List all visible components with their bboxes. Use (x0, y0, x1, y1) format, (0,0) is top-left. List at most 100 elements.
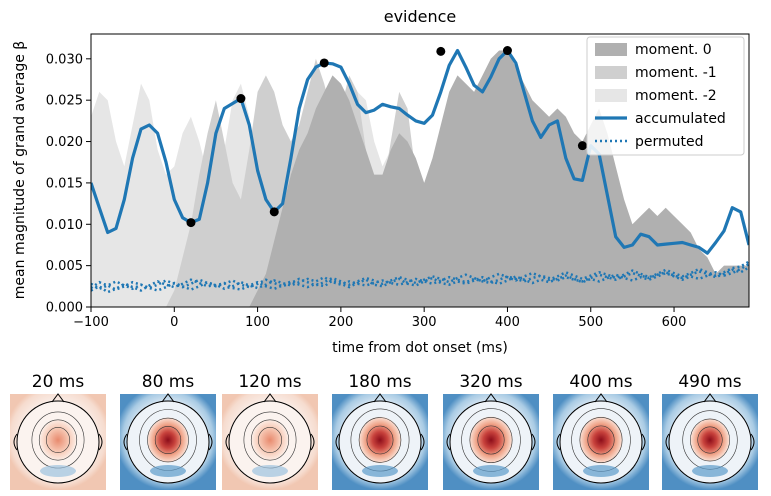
topomap-1 (120, 393, 216, 490)
left-ear (13, 433, 18, 451)
x-tick-label: −100 (73, 315, 109, 330)
peak-marker-2 (269, 207, 279, 217)
topomap-label-6: 490 ms (678, 372, 742, 392)
peak-markers (186, 46, 587, 228)
axes: −100 0 100 200 300 400 500 600 0.000 0.005 0.010 0.… (46, 33, 750, 330)
topomap-2 (222, 393, 318, 490)
contour-line (147, 417, 189, 463)
posterior-patch (252, 465, 288, 477)
topomap-row (10, 393, 758, 490)
activation-blob (358, 416, 402, 464)
chart-title: evidence (384, 7, 457, 26)
plot-area (91, 48, 749, 307)
y-tick-label: 0.005 (46, 259, 83, 274)
right-ear (641, 433, 646, 451)
y-axis-label: mean magnitude of grand average β (12, 41, 28, 299)
contour-line (587, 425, 615, 455)
topomap-label-0: 20 ms (31, 372, 85, 392)
contour-line (250, 419, 290, 461)
topomap-label-1: 80 ms (141, 372, 195, 392)
legend-swatch-0 (595, 43, 627, 56)
legend-label-4: permuted (635, 134, 704, 150)
head-outline (126, 400, 210, 484)
nose (161, 393, 175, 403)
legend-swatch-2 (595, 89, 627, 102)
x-tick-label: 200 (328, 315, 353, 330)
head-outline (559, 400, 643, 484)
topomap-label-2: 120 ms (238, 372, 302, 392)
peak-marker-0 (186, 218, 196, 228)
nose (263, 393, 277, 403)
left-ear (225, 433, 230, 451)
activation-blob (690, 418, 730, 462)
contour-line (469, 417, 513, 463)
right-ear (208, 433, 213, 451)
left-ear (556, 433, 561, 451)
nose (484, 393, 498, 403)
peak-marker-4 (436, 46, 446, 56)
legend-label-3: accumulated (635, 111, 726, 127)
contour-line (38, 419, 78, 461)
peak-marker-3 (319, 58, 329, 68)
topomap-label-3: 180 ms (348, 372, 412, 392)
y-tick-label: 0.025 (46, 94, 83, 109)
legend-label-1: moment. -1 (635, 65, 717, 81)
posterior-patch (692, 465, 728, 477)
activation-blob (579, 416, 623, 464)
legend-label-2: moment. -2 (635, 88, 717, 104)
x-tick-label: 0 (170, 315, 178, 330)
left-ear (446, 433, 451, 451)
head-outline (228, 400, 312, 484)
activation-blob (469, 416, 513, 464)
head-outline (449, 400, 533, 484)
legend-swatch-1 (595, 66, 627, 79)
y-tick-label: 0.020 (46, 135, 83, 150)
x-tick-label: 400 (495, 315, 520, 330)
contour-line (358, 417, 402, 463)
x-tick-label: 300 (412, 315, 437, 330)
contour-line (579, 417, 623, 463)
left-ear (665, 433, 670, 451)
contour-line (45, 427, 71, 453)
y-tick-label: 0.030 (46, 52, 83, 67)
peak-marker-5 (502, 46, 512, 56)
topomap-6 (662, 393, 758, 490)
permuted-line-2 (91, 260, 749, 291)
right-ear (98, 433, 103, 451)
x-tick-label: 600 (662, 315, 687, 330)
right-ear (310, 433, 315, 451)
contour-line (477, 425, 505, 455)
x-tick-label: 100 (245, 315, 270, 330)
topomap-4 (443, 393, 539, 490)
topomap-3 (332, 393, 428, 490)
topomap-0 (10, 393, 106, 490)
area-moment-0 (91, 50, 749, 307)
head-outline (16, 400, 100, 484)
contour-line (154, 425, 182, 455)
x-axis-label: time from dot onset (ms) (332, 340, 508, 356)
head-outline (338, 400, 422, 484)
peak-marker-1 (236, 94, 246, 104)
axes-frame (90, 33, 750, 308)
peak-marker-6 (577, 141, 587, 151)
head-outline (668, 400, 752, 484)
legend: moment. 0 moment. -1 moment. -2 accumulated… (586, 36, 745, 156)
contour-line (690, 418, 730, 462)
posterior-patch (40, 465, 76, 477)
posterior-patch (473, 465, 509, 477)
right-ear (750, 433, 755, 451)
right-ear (420, 433, 425, 451)
nose (703, 393, 717, 403)
activation-blob (147, 417, 189, 463)
y-tick-label: 0.000 (46, 301, 83, 316)
activation-blob (39, 419, 77, 461)
contour-line (257, 427, 283, 453)
activation-blob (251, 419, 289, 461)
nose (594, 393, 608, 403)
topomap-5 (553, 393, 649, 490)
legend-label-0: moment. 0 (635, 42, 712, 58)
left-ear (335, 433, 340, 451)
posterior-patch (150, 465, 186, 477)
contour-line (697, 426, 723, 454)
